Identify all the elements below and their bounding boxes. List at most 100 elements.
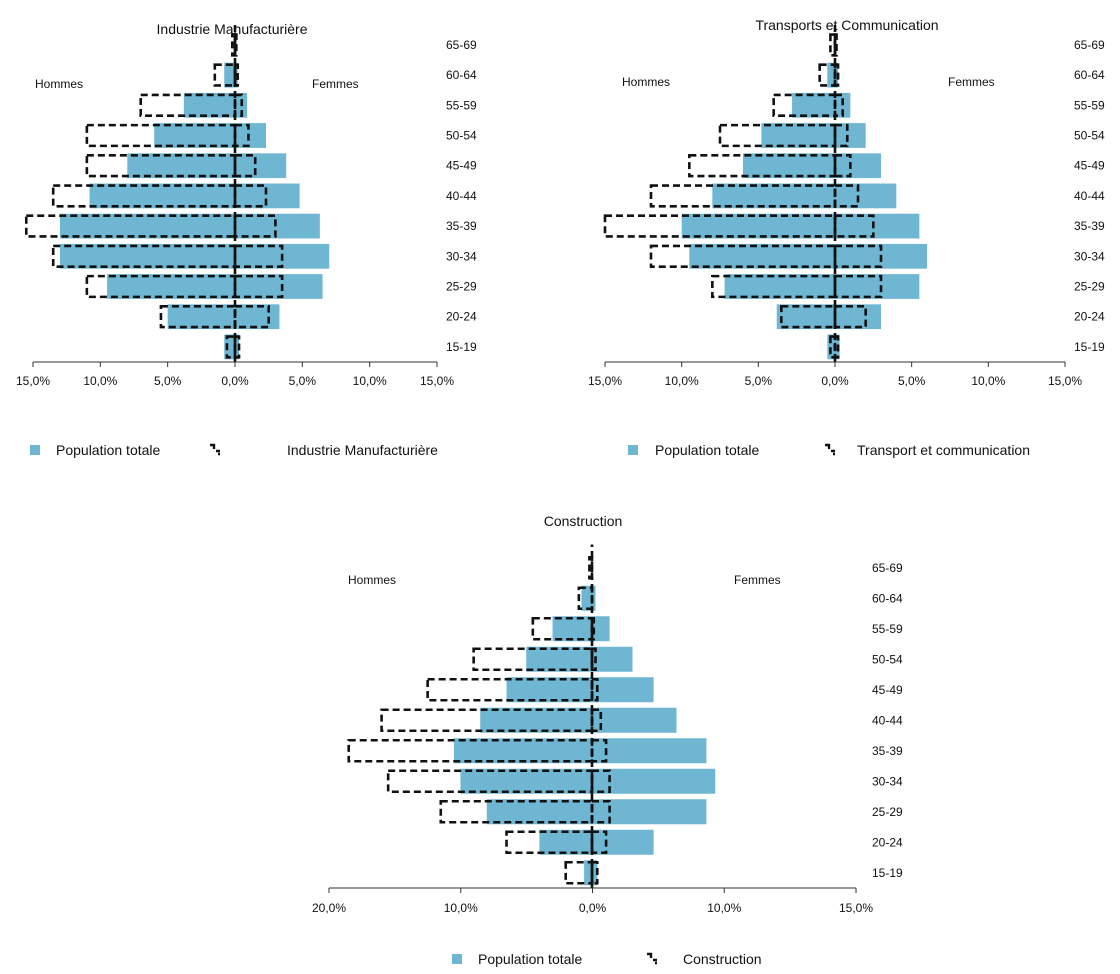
population-bar-men	[584, 860, 592, 886]
population-bar-men	[792, 92, 835, 118]
population-bar-men	[539, 829, 592, 855]
population-bar-women	[235, 274, 323, 299]
age-group-label: 15-19	[446, 340, 477, 354]
sector-bar-women	[590, 860, 599, 885]
population-bar-men	[453, 738, 592, 764]
population-bar-women	[592, 677, 654, 703]
population-bar-women	[835, 274, 920, 299]
legend-sector-swatch	[647, 952, 657, 965]
x-tick-label: 10,0%	[353, 374, 387, 388]
population-bar-men	[724, 274, 835, 299]
legend-population-swatch	[628, 445, 638, 455]
age-group-label: 45-49	[872, 683, 903, 697]
legend-sector-swatch	[210, 443, 220, 456]
population-bar-men	[167, 304, 235, 330]
men-label: Hommes	[348, 573, 396, 587]
population-bar-men	[526, 646, 592, 672]
age-group-label: 20-24	[446, 310, 477, 324]
population-bar-women	[835, 153, 881, 179]
population-bar-men	[89, 183, 235, 209]
legend-population-label: Population totale	[478, 951, 583, 967]
population-bar-men	[460, 768, 592, 794]
x-tick-label: 10,0%	[444, 901, 478, 915]
sector-bar-women	[590, 647, 597, 672]
legend-sector-label: Transport et communication	[857, 442, 1030, 458]
sector-bar-men	[426, 677, 594, 702]
age-group-label: 20-24	[1074, 310, 1105, 324]
x-tick-label: 0,0%	[579, 901, 607, 915]
x-tick-label: 15,0%	[1048, 374, 1082, 388]
age-group-label: 65-69	[1074, 38, 1105, 52]
sector-bar-men	[24, 214, 237, 238]
sector-bar-women	[590, 677, 599, 702]
population-bar-men	[552, 616, 592, 642]
population-bar-women	[592, 616, 610, 642]
population-bar-women	[592, 585, 596, 611]
sector-bar-men	[472, 647, 594, 672]
sector-bar-women	[590, 799, 611, 824]
population-bar-women	[592, 799, 707, 825]
chart-title: Transports et Communication	[755, 17, 938, 33]
sector-bar-men	[225, 335, 237, 359]
sector-bar-women	[833, 274, 883, 299]
x-tick-label: 10,0%	[665, 374, 699, 388]
x-tick-label: 10,0%	[971, 374, 1005, 388]
population-bar-men	[827, 334, 835, 360]
age-group-label: 65-69	[446, 38, 477, 52]
sector-bar-men	[649, 244, 837, 268]
sector-bar-women	[833, 33, 838, 57]
legend-population-label: Population totale	[56, 442, 161, 458]
women-label: Femmes	[312, 77, 359, 91]
age-group-label: 60-64	[872, 591, 903, 605]
population-bar-women	[235, 153, 287, 179]
age-group-label: 65-69	[872, 561, 903, 575]
x-tick-label: 15,0%	[420, 374, 454, 388]
population-bar-women	[835, 183, 897, 209]
population-bar-women	[235, 304, 280, 330]
population-bar-men	[183, 92, 235, 118]
population-bar-men	[743, 153, 835, 179]
sector-bar-men	[505, 830, 594, 855]
x-tick-label: 10,0%	[707, 901, 741, 915]
population-bar-women	[835, 213, 920, 239]
age-group-label: 30-34	[872, 774, 903, 788]
sector-bar-men	[603, 214, 837, 238]
sector-bar-men	[439, 799, 594, 824]
x-tick-label: 15,0%	[588, 374, 622, 388]
population-bar-women	[235, 62, 238, 88]
legend-sector-swatch	[825, 443, 835, 456]
legend-population-swatch	[452, 954, 462, 964]
population-bar-women	[592, 829, 654, 855]
x-tick-label: 20,0%	[312, 901, 346, 915]
age-group-label: 20-24	[872, 835, 903, 849]
sector-bar-women	[233, 154, 257, 178]
population-bar-women	[235, 213, 320, 239]
age-group-label: 55-59	[446, 98, 477, 112]
age-group-label: 60-64	[1074, 68, 1105, 82]
age-group-label: 50-54	[872, 652, 903, 666]
population-bar-men	[224, 334, 235, 360]
population-bar-men	[486, 799, 592, 825]
age-group-label: 40-44	[872, 713, 903, 727]
population-bar-men	[712, 183, 835, 209]
sector-bar-men	[649, 184, 837, 208]
x-tick-label: 5,0%	[154, 374, 182, 388]
sector-bar-women	[590, 769, 611, 794]
age-group-label: 25-29	[872, 805, 903, 819]
population-bar-women	[835, 62, 839, 88]
age-group-label: 50-54	[446, 129, 477, 143]
population-bar-men	[776, 304, 835, 330]
age-group-label: 50-54	[1074, 129, 1105, 143]
population-bar-men	[480, 707, 592, 733]
population-bar-men	[761, 123, 835, 148]
population-bar-women	[235, 334, 240, 360]
x-tick-label: 15,0%	[16, 374, 50, 388]
population-bar-women	[835, 304, 881, 330]
sector-bar-women	[833, 154, 852, 178]
x-tick-label: 10,0%	[83, 374, 117, 388]
population-bar-men	[107, 274, 235, 299]
age-group-label: 45-49	[446, 159, 477, 173]
age-group-label: 45-49	[1074, 159, 1105, 173]
age-group-label: 15-19	[872, 866, 903, 880]
